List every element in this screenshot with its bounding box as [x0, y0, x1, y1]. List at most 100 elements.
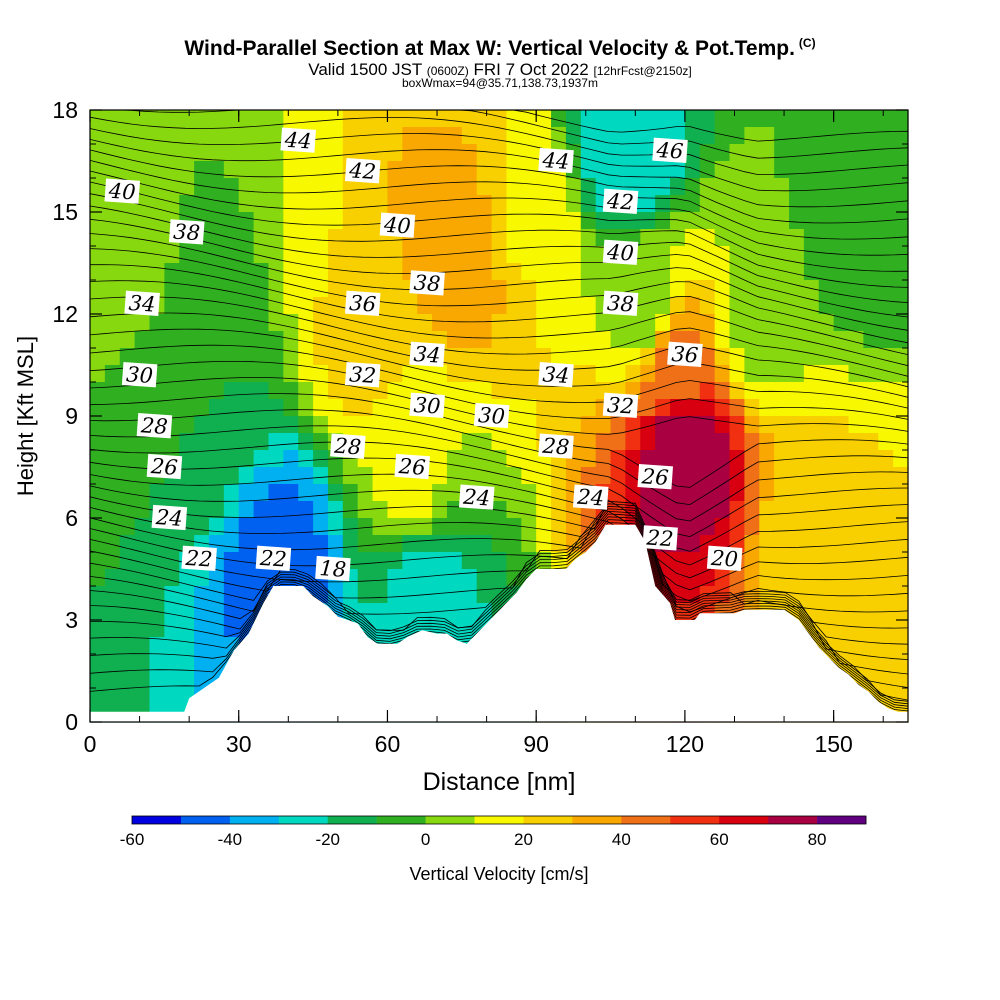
- velocity-cell: [298, 280, 314, 298]
- velocity-cell: [342, 229, 359, 247]
- title-text: Wind-Parallel Section at Max W: Vertical…: [184, 37, 795, 60]
- velocity-cell: [699, 229, 716, 247]
- theta-label-text: 46: [655, 138, 684, 164]
- velocity-cell: [610, 433, 627, 451]
- velocity-cell: [789, 212, 805, 230]
- velocity-cell: [625, 144, 641, 162]
- velocity-cell: [104, 280, 121, 298]
- velocity-cell: [789, 280, 805, 298]
- velocity-cell: [878, 484, 894, 502]
- velocity-cell: [119, 263, 136, 281]
- velocity-cell: [684, 518, 701, 536]
- velocity-cell: [104, 348, 121, 366]
- velocity-cell: [580, 178, 597, 196]
- velocity-cell: [268, 382, 284, 400]
- theta-label-box: [473, 402, 510, 429]
- velocity-cell: [714, 484, 731, 502]
- theta-contour-line: [89, 473, 909, 566]
- velocity-cell: [238, 110, 255, 128]
- velocity-cell: [179, 433, 195, 451]
- velocity-cell: [744, 229, 760, 247]
- velocity-cell: [565, 127, 582, 145]
- velocity-cell: [298, 518, 314, 536]
- velocity-cell: [194, 382, 210, 400]
- velocity-cell: [313, 212, 329, 230]
- velocity-cell: [491, 161, 508, 179]
- velocity-cell: [476, 535, 493, 553]
- velocity-cell: [699, 280, 716, 298]
- velocity-cell: [670, 212, 686, 230]
- velocity-cell: [119, 416, 136, 434]
- theta-label-box: [315, 555, 351, 582]
- velocity-cell: [491, 365, 508, 383]
- velocity-cell: [789, 110, 805, 128]
- velocity-cell: [357, 127, 374, 145]
- velocity-cell: [536, 518, 552, 536]
- velocity-cell: [283, 382, 299, 400]
- velocity-cell: [818, 161, 835, 179]
- velocity-cell: [179, 348, 195, 366]
- velocity-cell: [803, 246, 820, 264]
- velocity-cell: [699, 450, 716, 468]
- velocity-cell: [253, 382, 270, 400]
- velocity-cell: [848, 365, 864, 383]
- velocity-cell: [119, 518, 136, 536]
- theta-label-text: 22: [258, 546, 287, 572]
- velocity-cell: [491, 212, 508, 230]
- velocity-cell: [789, 586, 805, 604]
- velocity-cell: [432, 110, 448, 128]
- velocity-cell: [699, 127, 716, 145]
- velocity-cell: [313, 178, 329, 196]
- velocity-cell: [521, 280, 537, 298]
- velocity-cell: [580, 229, 597, 247]
- theta-label: 38: [602, 290, 639, 317]
- velocity-cell: [342, 331, 359, 349]
- velocity-cell: [536, 127, 552, 145]
- velocity-cell: [491, 467, 508, 485]
- theta-contour-line: [89, 205, 909, 303]
- velocity-cell: [104, 297, 121, 315]
- velocity-cell: [893, 314, 909, 332]
- colorbar-tick-label: -20: [315, 830, 340, 849]
- velocity-cell: [774, 467, 790, 485]
- velocity-cell: [342, 263, 359, 281]
- velocity-cell: [848, 620, 864, 638]
- velocity-cell: [149, 688, 165, 706]
- velocity-cell: [223, 195, 240, 213]
- velocity-cell: [104, 416, 121, 434]
- velocity-cell: [268, 144, 284, 162]
- velocity-cell: [833, 586, 850, 604]
- velocity-cell: [655, 110, 671, 128]
- velocity-cell: [104, 246, 121, 264]
- velocity-cell: [357, 416, 374, 434]
- velocity-cell: [208, 399, 225, 417]
- velocity-cell: [357, 518, 374, 536]
- velocity-cell: [402, 144, 418, 162]
- velocity-cell: [774, 314, 790, 332]
- velocity-cell: [268, 297, 284, 315]
- velocity-cell: [417, 603, 433, 621]
- velocity-cell: [223, 416, 240, 434]
- velocity-cell: [893, 110, 909, 128]
- velocity-cell: [104, 433, 121, 451]
- velocity-cell: [774, 484, 790, 502]
- velocity-cell: [803, 195, 820, 213]
- velocity-cell: [833, 484, 850, 502]
- velocity-cell: [194, 348, 210, 366]
- velocity-cell: [446, 331, 463, 349]
- velocity-cell: [461, 552, 478, 570]
- velocity-cell: [670, 365, 686, 383]
- velocity-cell: [372, 127, 389, 145]
- theta-label-box: [146, 453, 183, 480]
- velocity-cell: [476, 161, 493, 179]
- velocity-cell: [327, 144, 344, 162]
- velocity-cell: [342, 195, 359, 213]
- velocity-cell: [327, 348, 344, 366]
- velocity-cell: [491, 535, 508, 553]
- velocity-cell: [774, 110, 790, 128]
- velocity-cell: [461, 603, 478, 621]
- velocity-cell: [789, 178, 805, 196]
- velocity-cell: [580, 348, 597, 366]
- velocity-cell: [194, 518, 210, 536]
- theta-label: 38: [168, 219, 205, 245]
